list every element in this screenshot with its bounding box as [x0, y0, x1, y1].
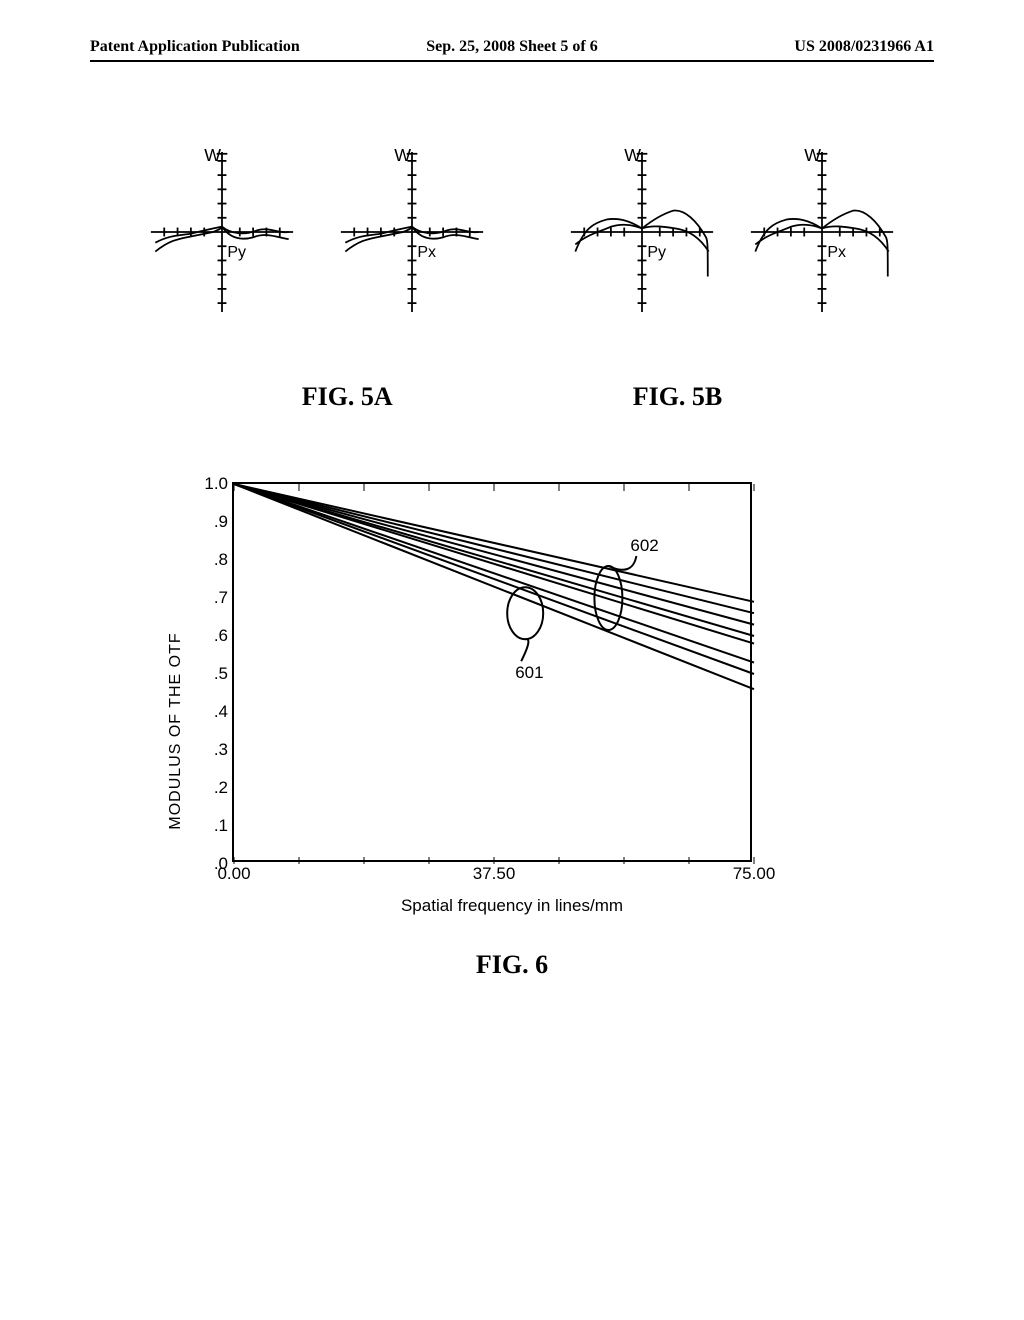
fig5-captions: FIG. 5A FIG. 5B: [90, 382, 934, 412]
ytick-label: .1: [214, 816, 228, 836]
header-right: US 2008/0231966 A1: [653, 38, 934, 56]
svg-text:W: W: [804, 145, 821, 165]
ytick-label: .9: [214, 512, 228, 532]
fig6-caption: FIG. 6: [232, 950, 792, 980]
fig6-chart: MODULUS OF THE OTF .0.1.2.3.4.5.6.7.8.91…: [232, 482, 792, 980]
xtick-label: 37.50: [473, 864, 516, 884]
aberration-plot: W Py: [562, 132, 722, 332]
fig6-ylabel: MODULUS OF THE OTF: [167, 632, 185, 829]
ytick-label: .5: [214, 664, 228, 684]
fig6-xlabel: Spatial frequency in lines/mm: [232, 896, 792, 916]
page-header: Patent Application Publication Sep. 25, …: [90, 38, 934, 62]
svg-text:W: W: [624, 145, 641, 165]
ytick-label: .8: [214, 550, 228, 570]
svg-text:W: W: [204, 145, 221, 165]
ytick-label: 1.0: [204, 474, 228, 494]
fig5-region: W Py W Px W Py W Px: [142, 132, 882, 352]
header-left: Patent Application Publication: [90, 38, 371, 56]
page: Patent Application Publication Sep. 25, …: [0, 0, 1024, 1320]
aberration-plot: W Px: [332, 132, 492, 332]
xtick-label: 0.00: [217, 864, 250, 884]
header-mid: Sep. 25, 2008 Sheet 5 of 6: [371, 38, 652, 56]
ytick-label: .2: [214, 778, 228, 798]
xtick-label: 75.00: [733, 864, 776, 884]
aberration-plot: W Px: [742, 132, 902, 332]
ytick-label: .4: [214, 702, 228, 722]
svg-text:Px: Px: [417, 244, 436, 261]
ytick-label: .3: [214, 740, 228, 760]
fig5a-caption: FIG. 5A: [302, 382, 393, 412]
ytick-label: .7: [214, 588, 228, 608]
aberration-plot: W Py: [142, 132, 302, 332]
svg-text:W: W: [394, 145, 411, 165]
svg-text:Py: Py: [647, 244, 666, 261]
fig6-plot-area: .0.1.2.3.4.5.6.7.8.91.00.0037.5075.00601…: [232, 482, 752, 862]
svg-text:Py: Py: [227, 244, 246, 261]
ytick-label: .6: [214, 626, 228, 646]
fig5b-caption: FIG. 5B: [633, 382, 723, 412]
svg-text:Px: Px: [827, 244, 846, 261]
